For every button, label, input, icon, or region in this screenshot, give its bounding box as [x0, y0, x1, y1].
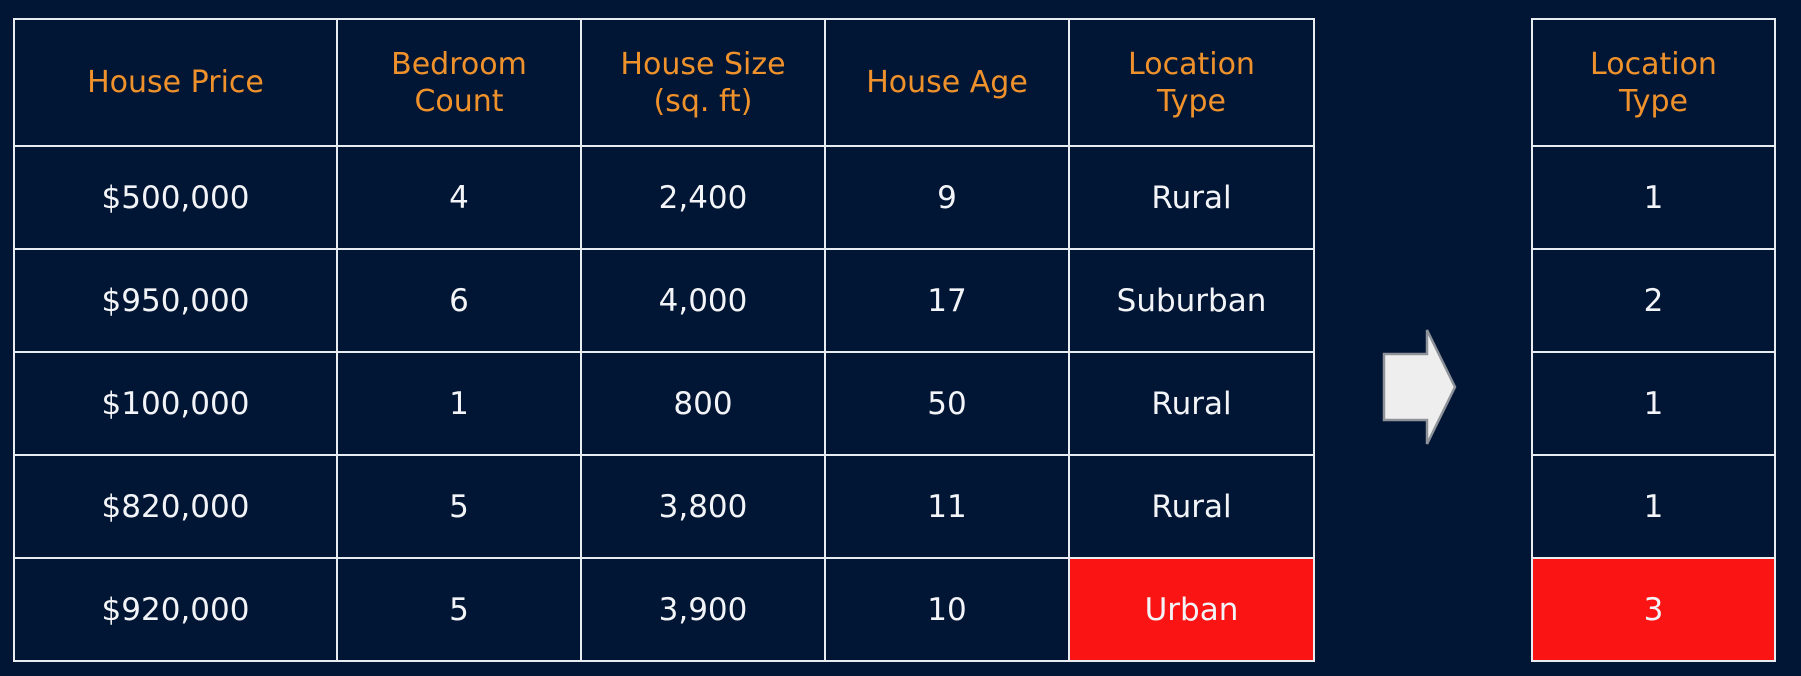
header-line: Type — [1619, 83, 1688, 119]
table-row: 1 — [1531, 351, 1776, 456]
header-line: House Age — [866, 65, 1028, 100]
cell-house-size: 2,400 — [580, 145, 826, 250]
cell-bedroom-count: 5 — [336, 454, 582, 559]
header-line: House Size — [620, 46, 786, 82]
cell-location-code: 1 — [1531, 454, 1776, 559]
cell-location-code: 1 — [1531, 351, 1776, 456]
cell-house-size: 3,800 — [580, 454, 826, 559]
encoded-location-table: Location Type 1 2 1 1 3 — [1531, 18, 1776, 662]
table-row: 2 — [1531, 248, 1776, 353]
header-line: Count — [414, 83, 504, 119]
table-row: $820,000 5 3,800 11 Rural — [13, 454, 1315, 559]
house-data-table: House Price Bedroom Count House Size (sq… — [13, 18, 1315, 662]
header-line: (sq. ft) — [653, 83, 753, 119]
header-house-price: House Price — [13, 18, 338, 147]
cell-location-code-highlighted: 3 — [1531, 557, 1776, 662]
cell-bedroom-count: 1 — [336, 351, 582, 456]
cell-location-code: 2 — [1531, 248, 1776, 353]
table-row: 3 — [1531, 557, 1776, 662]
cell-bedroom-count: 5 — [336, 557, 582, 662]
header-line: House Price — [87, 65, 264, 100]
cell-house-age: 9 — [824, 145, 1070, 250]
header-line: Bedroom — [391, 46, 527, 82]
cell-location-type: Suburban — [1068, 248, 1315, 353]
cell-location-type: Rural — [1068, 454, 1315, 559]
cell-location-type: Rural — [1068, 351, 1315, 456]
cell-house-price: $920,000 — [13, 557, 338, 662]
table-row: $950,000 6 4,000 17 Suburban — [13, 248, 1315, 353]
cell-house-age: 50 — [824, 351, 1070, 456]
table-header-row: Location Type — [1531, 18, 1776, 147]
table-row: $100,000 1 800 50 Rural — [13, 351, 1315, 456]
right-arrow-icon — [1382, 329, 1457, 445]
cell-location-type: Rural — [1068, 145, 1315, 250]
table-row: $920,000 5 3,900 10 Urban — [13, 557, 1315, 662]
header-location-type: Location Type — [1531, 18, 1776, 147]
cell-location-type-highlighted: Urban — [1068, 557, 1315, 662]
table-row: $500,000 4 2,400 9 Rural — [13, 145, 1315, 250]
cell-bedroom-count: 4 — [336, 145, 582, 250]
header-line: Location — [1590, 46, 1717, 82]
header-house-age: House Age — [824, 18, 1070, 147]
table-row: 1 — [1531, 454, 1776, 559]
cell-house-size: 4,000 — [580, 248, 826, 353]
header-house-size: House Size (sq. ft) — [580, 18, 826, 147]
cell-house-age: 11 — [824, 454, 1070, 559]
cell-location-code: 1 — [1531, 145, 1776, 250]
cell-house-price: $100,000 — [13, 351, 338, 456]
cell-house-price: $950,000 — [13, 248, 338, 353]
cell-house-price: $500,000 — [13, 145, 338, 250]
cell-house-age: 17 — [824, 248, 1070, 353]
cell-bedroom-count: 6 — [336, 248, 582, 353]
table-row: 1 — [1531, 145, 1776, 250]
arrow-shape — [1382, 329, 1457, 445]
header-line: Type — [1157, 83, 1226, 119]
cell-house-age: 10 — [824, 557, 1070, 662]
cell-house-size: 800 — [580, 351, 826, 456]
cell-house-price: $820,000 — [13, 454, 338, 559]
table-header-row: House Price Bedroom Count House Size (sq… — [13, 18, 1315, 147]
header-location-type: Location Type — [1068, 18, 1315, 147]
header-bedroom-count: Bedroom Count — [336, 18, 582, 147]
header-line: Location — [1128, 46, 1255, 82]
cell-house-size: 3,900 — [580, 557, 826, 662]
